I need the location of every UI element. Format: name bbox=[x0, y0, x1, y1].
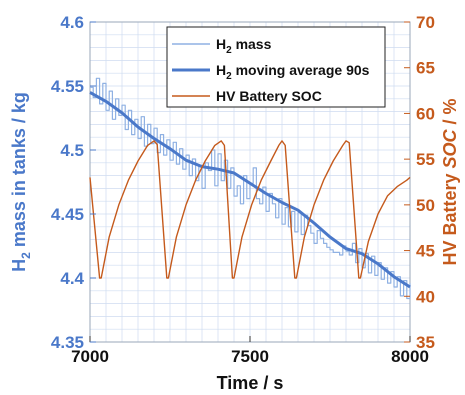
y-right-tick-label: 70 bbox=[416, 13, 435, 32]
y-left-tick-label: 4.4 bbox=[60, 269, 84, 288]
y-right-tick-label: 45 bbox=[416, 242, 435, 261]
y-axis-label-left: H2 mass in tanks / kg bbox=[9, 92, 33, 272]
x-tick-label: 7500 bbox=[231, 347, 269, 366]
legend-label-h2-moving-average: H2 moving average 90s bbox=[216, 62, 370, 82]
y-right-tick-label: 50 bbox=[416, 196, 435, 215]
y-right-tick-label: 55 bbox=[416, 150, 435, 169]
legend-label-hv-battery-soc: HV Battery SOC bbox=[216, 88, 322, 104]
legend: H2 mass H2 moving average 90s HV Battery… bbox=[166, 26, 386, 108]
y-right-tick-label: 40 bbox=[416, 287, 435, 306]
x-axis-label: Time / s bbox=[217, 373, 284, 393]
y-left-tick-label: 4.35 bbox=[51, 333, 84, 352]
x-tick-label: 7000 bbox=[71, 347, 109, 366]
legend-box bbox=[166, 26, 386, 108]
y-right-tick-label: 35 bbox=[416, 333, 435, 352]
y-right-tick-label: 60 bbox=[416, 104, 435, 123]
series-layer bbox=[89, 77, 411, 300]
y-right-tick-label: 65 bbox=[416, 59, 435, 78]
y-axis-label-right: HV Battery SOC / % bbox=[440, 98, 460, 265]
series-line-hv-battery-soc bbox=[89, 140, 411, 279]
y-left-tick-label: 4.55 bbox=[51, 77, 84, 96]
axes: 7000 7500 8000 4.35 4.4 4.45 4.5 4.55 4.6 35 40 45 5… bbox=[51, 13, 435, 366]
x-tick-label: 8000 bbox=[391, 347, 429, 366]
y-left-tick-label: 4.6 bbox=[60, 13, 84, 32]
y-left-tick-label: 4.5 bbox=[60, 141, 84, 160]
y-left-tick-label: 4.45 bbox=[51, 205, 84, 224]
legend-label-h2-mass: H2 mass bbox=[216, 36, 272, 56]
